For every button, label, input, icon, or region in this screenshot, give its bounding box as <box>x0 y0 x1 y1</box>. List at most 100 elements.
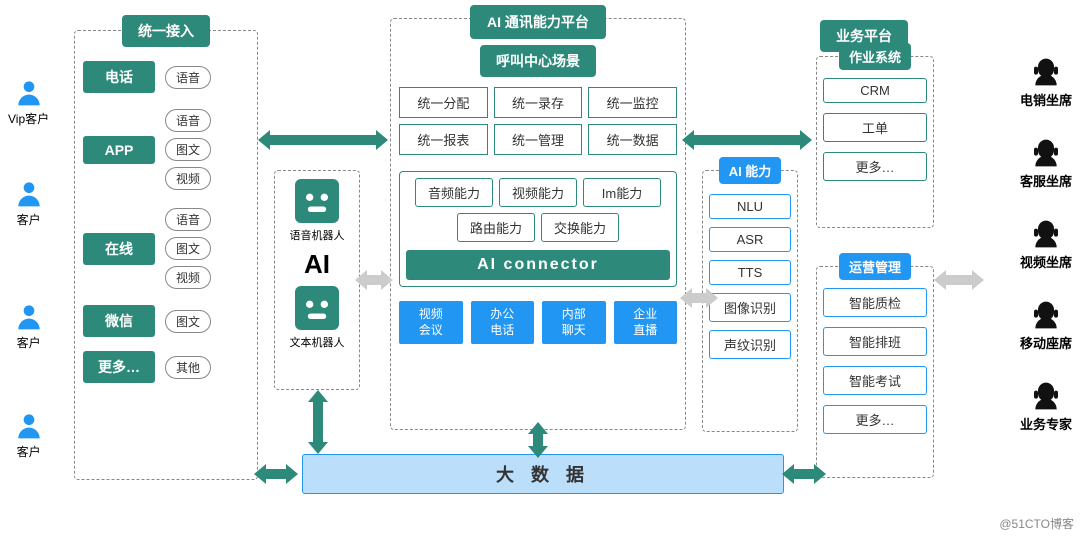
grid-cell: 统一分配 <box>399 87 488 118</box>
channel-tag: 语音 <box>165 208 211 231</box>
v-arrow-icon <box>528 432 548 448</box>
ai-ability-item: 声纹识别 <box>709 330 791 359</box>
h-arrow-icon <box>264 464 288 484</box>
agent-block: 客服坐席 <box>1020 137 1072 190</box>
blue-app-item: 企业直播 <box>614 301 678 344</box>
agent-block: 电销坐席 <box>1020 56 1072 109</box>
user-label: Vip客户 <box>8 110 49 127</box>
robot-label: 语音机器人 <box>279 227 355 243</box>
grid-cell: 统一录存 <box>494 87 583 118</box>
h-arrow-icon <box>792 464 816 484</box>
channel-tag: 视频 <box>165 266 211 289</box>
blue-app-item: 内部聊天 <box>542 301 606 344</box>
ops-title: 作业系统 <box>839 43 911 70</box>
channel-name: 电话 <box>83 61 155 93</box>
agent-icon <box>1030 218 1062 250</box>
user-block: 客户 <box>8 300 49 351</box>
big-data-bar: 大 数 据 <box>302 454 784 494</box>
panel-ai-robots: 语音机器人 AI 文本机器人 <box>274 170 360 390</box>
ai-connector: AI connector <box>406 250 670 280</box>
mgmt-title: 运营管理 <box>839 253 911 280</box>
user-block: 客户 <box>8 177 49 228</box>
mgmt-item: 智能排班 <box>823 327 927 356</box>
panel-center: AI 通讯能力平台 呼叫中心场景 统一分配统一录存统一监控统一报表统一管理统一数… <box>390 18 686 430</box>
blue-app-item: 办公电话 <box>471 301 535 344</box>
ops-item: 更多… <box>823 152 927 181</box>
agent-icon <box>1030 56 1062 88</box>
ai-ability-item: 图像识别 <box>709 293 791 322</box>
capability-item: 视频能力 <box>499 178 577 207</box>
grid-cell: 统一监控 <box>588 87 677 118</box>
channel-tag: 图文 <box>165 237 211 260</box>
channel-tag: 语音 <box>165 109 211 132</box>
h-arrow-icon <box>268 130 378 150</box>
ai-ability-item: NLU <box>709 194 791 219</box>
agent-icon <box>1030 299 1062 331</box>
agent-block: 视频坐席 <box>1020 218 1072 271</box>
user-icon <box>13 409 45 441</box>
channel-tag: 图文 <box>165 138 211 161</box>
ai-ability-item: ASR <box>709 227 791 252</box>
channel-tag: 语音 <box>165 66 211 89</box>
mgmt-item: 更多… <box>823 405 927 434</box>
agent-block: 移动座席 <box>1020 299 1072 352</box>
call-center-grid: 统一分配统一录存统一监控统一报表统一管理统一数据 <box>399 87 677 155</box>
panel-mgmt: 运营管理 智能质检智能排班智能考试更多… <box>816 266 934 478</box>
ops-item: 工单 <box>823 113 927 142</box>
channel-row: 电话语音 <box>83 61 249 93</box>
user-label: 客户 <box>8 211 49 228</box>
channel-row: 在线语音图文视频 <box>83 206 249 291</box>
left-users-column: Vip客户 客户 客户 客户 <box>8 76 49 460</box>
channel-name: 更多… <box>83 351 155 383</box>
capability-item: Im能力 <box>583 178 661 207</box>
grid-cell: 统一报表 <box>399 124 488 155</box>
ops-item: CRM <box>823 78 927 103</box>
channel-row: 微信图文 <box>83 305 249 337</box>
panel-unified-access: 统一接入 电话语音APP语音图文视频在线语音图文视频微信图文更多…其他 <box>74 30 258 480</box>
center-title2: 呼叫中心场景 <box>480 45 596 77</box>
channel-name: APP <box>83 136 155 164</box>
user-label: 客户 <box>8 334 49 351</box>
channel-tag: 其他 <box>165 356 211 379</box>
mgmt-item: 智能考试 <box>823 366 927 395</box>
ai-label: AI <box>279 249 355 280</box>
h-arrow-icon <box>944 270 974 290</box>
capability-item: 路由能力 <box>457 213 535 242</box>
user-icon <box>13 300 45 332</box>
capability-item: 交换能力 <box>541 213 619 242</box>
capability-item: 音频能力 <box>415 178 493 207</box>
robot-label: 文本机器人 <box>279 334 355 350</box>
user-label: 客户 <box>8 443 49 460</box>
capability-grid: 音频能力视频能力Im能力路由能力交换能力 <box>406 178 670 242</box>
grid-cell: 统一数据 <box>588 124 677 155</box>
blue-app-item: 视频会议 <box>399 301 463 344</box>
channel-tag: 视频 <box>165 167 211 190</box>
ai-ability-title: AI 能力 <box>719 157 782 184</box>
panel-ops: 作业系统 CRM工单更多… <box>816 56 934 228</box>
h-arrow-icon <box>365 270 383 290</box>
right-agents-column: 电销坐席客服坐席视频坐席移动座席业务专家 <box>1020 56 1072 461</box>
user-icon <box>13 76 45 108</box>
user-icon <box>13 177 45 209</box>
user-block: Vip客户 <box>8 76 49 127</box>
watermark: @51CTO博客 <box>999 515 1074 532</box>
channel-row: 更多… 其他 <box>83 351 249 383</box>
agent-icon <box>1030 137 1062 169</box>
channel-row: APP 语音图文视频 <box>83 107 249 192</box>
h-arrow-icon <box>690 288 708 308</box>
agent-icon <box>1030 380 1062 412</box>
user-block: 客户 <box>8 409 49 460</box>
panel-title: 统一接入 <box>122 15 210 47</box>
channel-name: 微信 <box>83 305 155 337</box>
mgmt-item: 智能质检 <box>823 288 927 317</box>
grid-cell: 统一管理 <box>494 124 583 155</box>
channel-name: 在线 <box>83 233 155 265</box>
blue-apps-row: 视频会议办公电话内部聊天企业直播 <box>399 301 677 344</box>
robot-icon <box>295 286 339 330</box>
ai-ability-item: TTS <box>709 260 791 285</box>
agent-block: 业务专家 <box>1020 380 1072 433</box>
robot-icon <box>295 179 339 223</box>
channel-tag: 图文 <box>165 310 211 333</box>
v-arrow-icon <box>308 400 328 444</box>
h-arrow-icon <box>692 130 802 150</box>
